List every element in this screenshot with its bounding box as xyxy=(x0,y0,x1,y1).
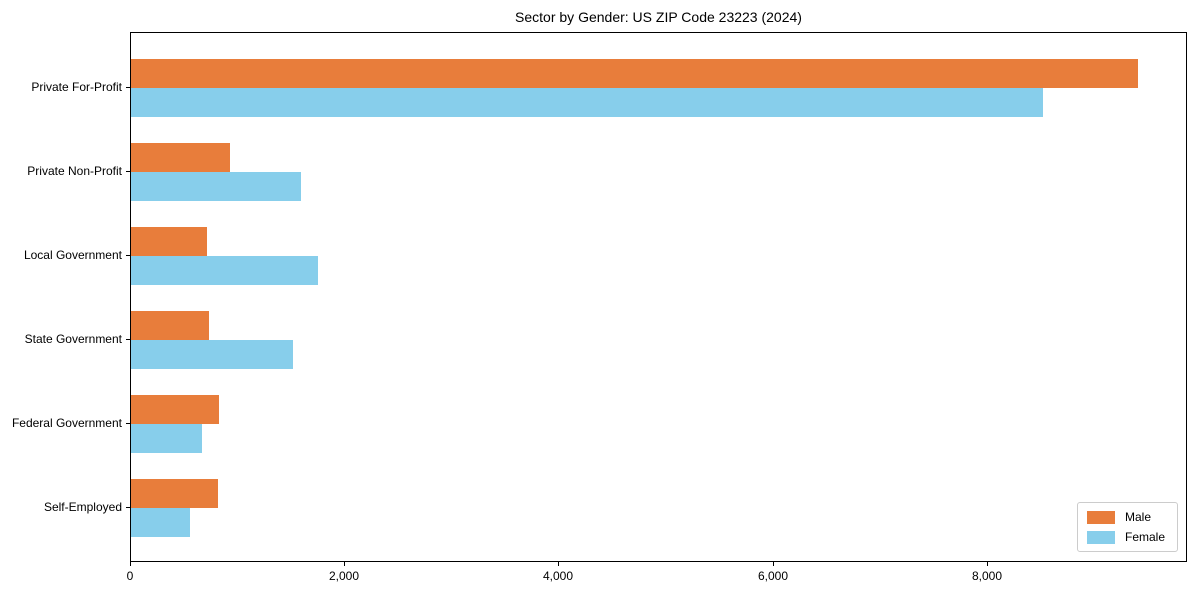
y-tick-mark xyxy=(126,423,130,424)
x-tick-mark xyxy=(987,562,988,566)
y-tick-label: Self-Employed xyxy=(43,500,122,514)
y-tick-label: Federal Government xyxy=(11,416,122,430)
y-tick-mark xyxy=(126,171,130,172)
y-tick-label: Local Government xyxy=(23,248,122,262)
y-tick-mark xyxy=(126,339,130,340)
x-tick-label: 6,000 xyxy=(757,569,789,583)
legend-label-male: Male xyxy=(1124,510,1151,524)
x-tick-label: 4,000 xyxy=(542,569,574,583)
y-tick-mark xyxy=(126,87,130,88)
legend: Male Female xyxy=(1076,502,1178,552)
bar-female-1 xyxy=(131,172,302,201)
bar-male-0 xyxy=(131,59,1138,88)
x-tick-mark xyxy=(344,562,345,566)
x-tick-mark xyxy=(558,562,559,566)
bar-female-4 xyxy=(131,424,202,453)
legend-label-female: Female xyxy=(1124,530,1165,544)
x-tick-label: 0 xyxy=(126,569,134,583)
chart-title: Sector by Gender: US ZIP Code 23223 (202… xyxy=(515,9,802,25)
x-tick-label: 2,000 xyxy=(328,569,360,583)
bar-male-3 xyxy=(131,311,210,340)
plot-area: Male Female xyxy=(130,32,1187,562)
bar-female-5 xyxy=(131,508,190,537)
x-tick-label: 8,000 xyxy=(971,569,1003,583)
y-tick-label: State Government xyxy=(24,332,122,346)
bar-male-5 xyxy=(131,479,218,508)
bar-female-3 xyxy=(131,340,293,369)
x-tick-mark xyxy=(130,562,131,566)
legend-entry-male: Male xyxy=(1086,510,1165,524)
bar-male-2 xyxy=(131,227,207,256)
y-tick-label: Private For-Profit xyxy=(31,80,122,94)
legend-entry-female: Female xyxy=(1086,530,1165,544)
y-tick-label: Private Non-Profit xyxy=(27,164,122,178)
bar-female-0 xyxy=(131,88,1044,117)
x-tick-mark xyxy=(773,562,774,566)
bar-female-2 xyxy=(131,256,319,285)
legend-swatch-female xyxy=(1086,530,1115,544)
y-tick-mark xyxy=(126,255,130,256)
legend-swatch-male xyxy=(1086,510,1115,524)
bar-male-4 xyxy=(131,395,219,424)
y-tick-mark xyxy=(126,507,130,508)
bar-male-1 xyxy=(131,143,230,172)
